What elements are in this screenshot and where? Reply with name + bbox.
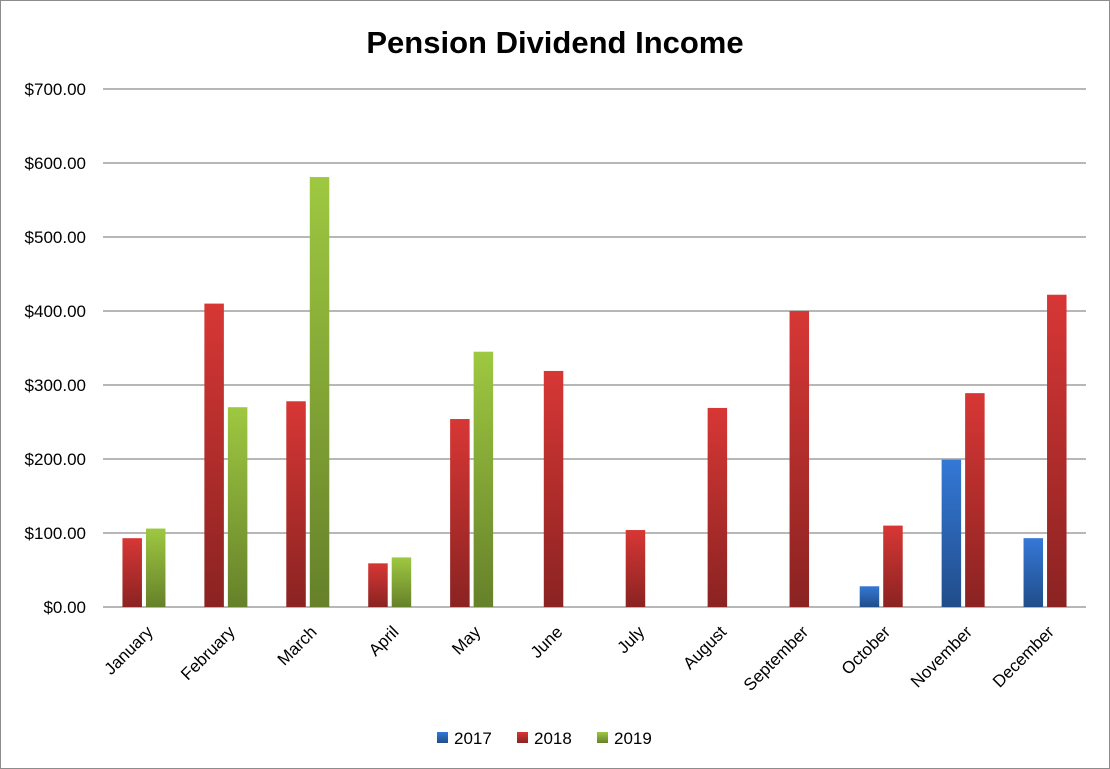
x-tick-label: January <box>101 622 158 679</box>
legend-label-2017: 2017 <box>454 729 492 748</box>
legend-swatch-2017 <box>437 732 448 743</box>
y-tick-label: $600.00 <box>25 154 86 173</box>
bar-2018-february <box>204 303 224 607</box>
y-tick-label: $300.00 <box>25 376 86 395</box>
bar-2018-november <box>965 393 985 607</box>
x-tick-label: August <box>679 622 730 673</box>
bar-2018-january <box>122 538 142 607</box>
bar-2018-july <box>625 530 646 607</box>
x-tick-label: October <box>838 622 894 678</box>
bar-2019-may <box>473 351 494 607</box>
x-tick-label: July <box>613 622 648 657</box>
bar-2018-may <box>450 419 470 607</box>
legend: 2017 2018 2019 <box>437 729 652 748</box>
bar-2017-october <box>859 586 880 607</box>
y-tick-label: $700.00 <box>25 80 86 99</box>
bar-2018-april <box>368 563 388 607</box>
gridlines <box>103 88 1086 608</box>
bar-2018-march <box>286 401 306 607</box>
bar-2019-march <box>309 177 330 607</box>
x-tick-label: November <box>907 622 976 691</box>
y-tick-label: $200.00 <box>25 450 86 469</box>
legend-label-2019: 2019 <box>614 729 652 748</box>
y-tick-label: $500.00 <box>25 228 86 247</box>
y-axis-ticks: $0.00 $100.00 $200.00 $300.00 $400.00 $500.00… <box>25 80 86 617</box>
bar-2017-november <box>941 459 962 607</box>
y-tick-label: $0.00 <box>43 598 86 617</box>
bar-2018-august <box>707 407 728 607</box>
chart-title: Pension Dividend Income <box>366 25 743 60</box>
bar-2018-june <box>543 370 564 607</box>
x-tick-label: March <box>274 622 321 669</box>
bar-2018-october <box>883 525 903 607</box>
x-tick-label: February <box>177 622 239 684</box>
y-tick-label: $400.00 <box>25 302 86 321</box>
bars <box>122 177 1067 607</box>
legend-label-2018: 2018 <box>534 729 572 748</box>
x-axis-ticks: January February March April May June July Augu… <box>101 622 1059 695</box>
bar-2018-september <box>789 311 810 607</box>
bar-2019-april <box>391 557 412 607</box>
legend-swatch-2019 <box>597 732 608 743</box>
x-tick-label: April <box>365 622 402 659</box>
bar-2017-december <box>1023 538 1044 607</box>
x-tick-label: September <box>740 622 812 694</box>
bar-2019-january <box>145 528 166 607</box>
x-tick-label: June <box>527 622 567 662</box>
bar-2019-february <box>227 407 248 607</box>
bar-2018-december <box>1047 294 1067 607</box>
y-tick-label: $100.00 <box>25 524 86 543</box>
legend-swatch-2018 <box>517 732 528 743</box>
x-tick-label: December <box>989 622 1058 691</box>
x-tick-label: May <box>448 622 484 658</box>
